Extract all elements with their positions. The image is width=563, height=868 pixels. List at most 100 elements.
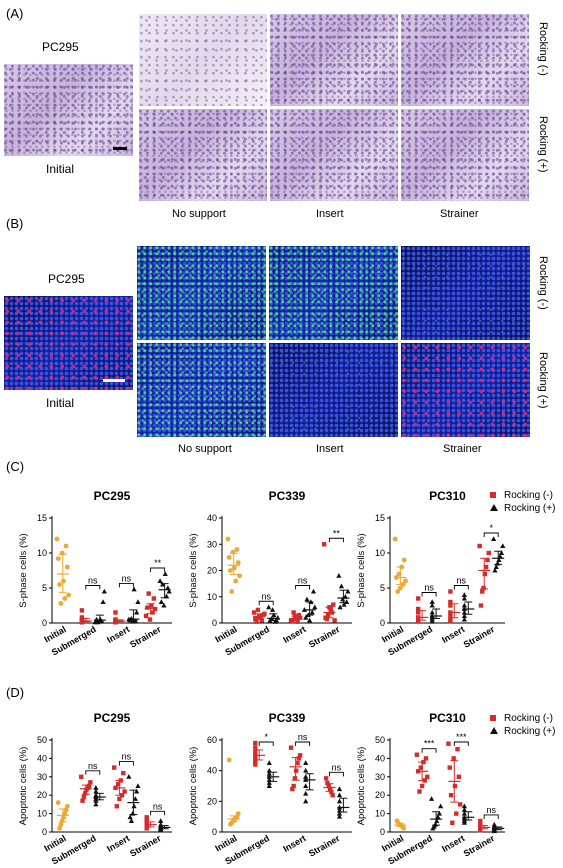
data-point-triangle [461, 613, 467, 618]
y-tick-label: 50 [37, 735, 47, 745]
data-point-square [143, 613, 149, 619]
data-point-triangle [100, 599, 106, 604]
data-point-triangle [429, 602, 435, 608]
data-point-triangle [166, 588, 172, 594]
data-point-square [262, 611, 267, 617]
significance-label: ns [298, 732, 308, 742]
data-point-square [152, 606, 158, 612]
data-point-triangle [336, 813, 343, 819]
data-point-square [414, 752, 420, 757]
significance-label: ns [486, 805, 496, 815]
data-point-square [115, 781, 121, 787]
data-point-circle [395, 589, 401, 594]
section-a-col-label-nosupport: No support [172, 208, 226, 220]
y-tick-label: 0 [42, 618, 47, 628]
y-axis-label: Apoptotic cells (%) [356, 747, 367, 826]
y-tick-label: 60 [207, 735, 217, 745]
section-b-col-label-nosupport: No support [178, 443, 232, 455]
category-label: Strainer [462, 624, 497, 650]
section-b-image-nosupport-plus [137, 343, 266, 437]
data-point-triangle [127, 814, 133, 820]
significance-label: * [489, 523, 493, 533]
data-point-square [482, 571, 488, 577]
data-point-circle [228, 568, 233, 573]
data-point-square [448, 793, 454, 798]
data-point-square [416, 606, 421, 612]
data-point-square [296, 612, 302, 618]
data-point-triangle [338, 583, 345, 589]
section-b-image-strainer-plus [401, 343, 530, 437]
data-point-triangle [340, 596, 346, 602]
section-b-image-nosupport-minus [137, 246, 266, 340]
data-point-triangle [500, 543, 506, 548]
data-point-circle [229, 589, 235, 594]
data-point-triangle [461, 810, 467, 816]
significance-label: *** [456, 732, 467, 742]
y-tick-label: 40 [207, 513, 217, 523]
y-tick-label: 0 [380, 618, 385, 628]
data-point-circle [64, 803, 70, 809]
data-point-square [480, 589, 485, 594]
data-point-circle [226, 554, 232, 560]
data-point-triangle [435, 814, 441, 820]
data-point-square [259, 618, 264, 623]
data-point-circle [55, 800, 61, 805]
significance-bracket [483, 814, 499, 819]
legend-d-minus: Rocking (-) [504, 713, 553, 724]
data-point-square [88, 780, 93, 785]
data-point-square [251, 610, 257, 615]
legend-c-plus: Rocking (+) [504, 503, 556, 514]
section-a-initial-image [4, 64, 133, 156]
data-point-circle [401, 825, 406, 831]
data-point-square [326, 783, 331, 789]
data-point-square [447, 765, 452, 770]
data-point-triangle [132, 796, 138, 801]
data-point-triangle [93, 788, 99, 794]
data-point-circle [226, 757, 232, 763]
data-point-square [425, 774, 430, 779]
data-point-square [448, 603, 453, 608]
significance-label: ns [332, 762, 342, 772]
data-point-triangle [93, 797, 99, 803]
data-point-square [452, 783, 458, 789]
data-point-triangle [341, 601, 347, 607]
data-point-square [322, 542, 327, 547]
data-point-triangle [135, 599, 141, 604]
data-point-square [329, 789, 334, 795]
legend-c-minus: Rocking (-) [504, 490, 553, 501]
y-axis-label: Apoptotic cells (%) [18, 747, 29, 826]
data-point-triangle [165, 585, 171, 590]
section-a-col-label-strainer: Strainer [440, 208, 479, 220]
data-point-triangle [130, 618, 136, 624]
data-point-triangle [127, 617, 133, 623]
section-b-col-label-insert: Insert [316, 443, 344, 455]
data-point-triangle [303, 783, 309, 788]
data-point-square [253, 740, 258, 746]
y-axis-label: S-phase cells (%) [356, 533, 367, 607]
data-point-triangle [461, 602, 467, 608]
data-point-square [485, 557, 490, 563]
scale-bar [103, 379, 125, 382]
data-point-square [253, 745, 258, 750]
data-point-square [416, 596, 421, 601]
data-point-triangle [303, 614, 309, 620]
significance-bracket [150, 567, 166, 572]
data-point-triangle [266, 780, 272, 785]
category-label: Strainer [128, 624, 163, 650]
chart-title: PC310 [429, 489, 466, 503]
y-tick-label: 20 [207, 566, 217, 576]
y-tick-label: 20 [37, 790, 47, 800]
section-a-image-nosupport-plus [139, 109, 267, 201]
significance-bracket [453, 741, 469, 746]
data-point-circle [61, 578, 66, 584]
data-point-triangle [266, 770, 272, 776]
data-point-triangle [310, 588, 317, 594]
data-point-square [416, 617, 421, 622]
data-point-square [416, 610, 421, 615]
y-tick-label: 30 [207, 539, 217, 549]
section-b-sample-label: PC295 [48, 272, 85, 286]
significance-label: ns [153, 801, 163, 811]
data-point-triangle [158, 818, 164, 823]
data-point-square [294, 616, 299, 622]
